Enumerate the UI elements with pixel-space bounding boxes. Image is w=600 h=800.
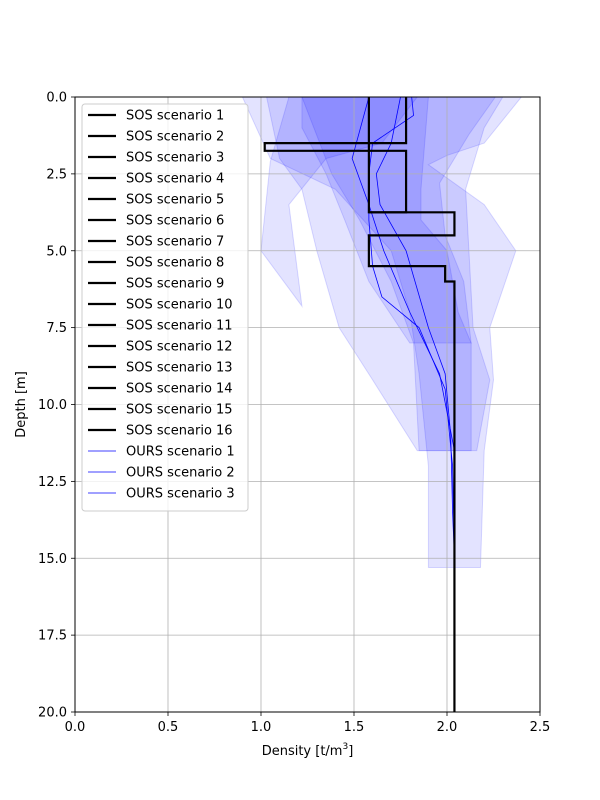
legend-item: SOS scenario 12 <box>88 340 233 355</box>
legend-label: SOS scenario 10 <box>126 298 233 313</box>
legend-item: SOS scenario 10 <box>88 298 233 313</box>
legend-item: SOS scenario 5 <box>88 193 224 208</box>
legend-item: SOS scenario 16 <box>88 424 233 439</box>
legend-label: SOS scenario 6 <box>126 214 224 229</box>
legend-label: SOS scenario 4 <box>126 172 224 187</box>
axis-ticks: 0.0 0.5 1.0 1.5 2.0 2.5 0.0 2.5 5.0 7.5 10.0 12.5 15… <box>38 91 550 736</box>
legend-label: SOS scenario 5 <box>126 193 224 208</box>
legend-label: SOS scenario 9 <box>126 277 224 292</box>
legend-item: SOS scenario 6 <box>88 214 224 229</box>
x-axis-label: Density [t/m3] <box>262 742 354 759</box>
legend-label: SOS scenario 8 <box>126 256 224 271</box>
legend-item: SOS scenario 7 <box>88 235 224 250</box>
legend-item: SOS scenario 14 <box>88 382 233 397</box>
legend-label: SOS scenario 3 <box>126 151 224 166</box>
legend-item: SOS scenario 1 <box>88 109 224 124</box>
legend-item: SOS scenario 11 <box>88 319 233 334</box>
sos-scenario-path-2 <box>367 211 456 712</box>
legend-label: SOS scenario 16 <box>126 424 233 439</box>
legend-label: OURS scenario 2 <box>126 466 235 481</box>
legend-item: SOS scenario 15 <box>88 403 233 418</box>
legend-item: SOS scenario 2 <box>88 130 224 145</box>
x-tick-label: 0.5 <box>158 720 179 735</box>
y-tick-label: 20.0 <box>38 706 67 721</box>
legend-item: SOS scenario 3 <box>88 151 224 166</box>
legend-item: SOS scenario 9 <box>88 277 224 292</box>
sos-lines <box>263 97 456 712</box>
legend-item: OURS scenario 2 <box>88 466 235 481</box>
ours-scenario-line-1 <box>375 96 455 559</box>
x-tick-label: 1.5 <box>344 720 365 735</box>
legend-item: OURS scenario 1 <box>88 445 235 460</box>
y-tick-label: 7.5 <box>46 321 67 336</box>
legend-item: OURS scenario 3 <box>88 487 235 502</box>
legend-label: SOS scenario 14 <box>126 382 233 397</box>
legend-label: SOS scenario 12 <box>126 340 233 355</box>
y-tick-label: 17.5 <box>38 629 67 644</box>
legend-label: SOS scenario 15 <box>126 403 233 418</box>
x-tick-label: 2.5 <box>530 720 551 735</box>
y-tick-label: 2.5 <box>46 167 67 182</box>
legend-item: SOS scenario 8 <box>88 256 224 271</box>
legend-label: SOS scenario 11 <box>126 319 233 334</box>
x-tick-label: 0.0 <box>65 720 86 735</box>
x-tick-label: 1.0 <box>251 720 272 735</box>
y-tick-label: 12.5 <box>38 475 67 490</box>
legend-label: OURS scenario 3 <box>126 487 235 502</box>
legend-item: SOS scenario 13 <box>88 361 233 376</box>
legend-label: OURS scenario 1 <box>126 445 235 460</box>
y-tick-label: 15.0 <box>38 552 67 567</box>
x-axis-label-superscript: 3 <box>342 742 348 752</box>
legend-label: SOS scenario 1 <box>126 109 224 124</box>
y-tick-label: 5.0 <box>46 244 67 259</box>
legend-label: SOS scenario 13 <box>126 361 233 376</box>
uncertainty-band-1 <box>241 96 523 568</box>
x-tick-label: 2.0 <box>437 720 458 735</box>
ours-scenario-line-2 <box>351 96 455 543</box>
legend-box <box>81 103 249 512</box>
legend-label: SOS scenario 7 <box>126 235 224 250</box>
y-axis-label: Depth [m] <box>14 371 29 438</box>
legend-item: SOS scenario 4 <box>88 172 224 187</box>
x-axis-label-suffix: ] <box>348 744 353 759</box>
legend-label: SOS scenario 2 <box>126 130 224 145</box>
y-tick-label: 10.0 <box>38 398 67 413</box>
y-tick-label: 0.0 <box>46 91 67 106</box>
legend: SOS scenario 1 SOS scenario 2 SOS scenario… <box>81 103 249 512</box>
